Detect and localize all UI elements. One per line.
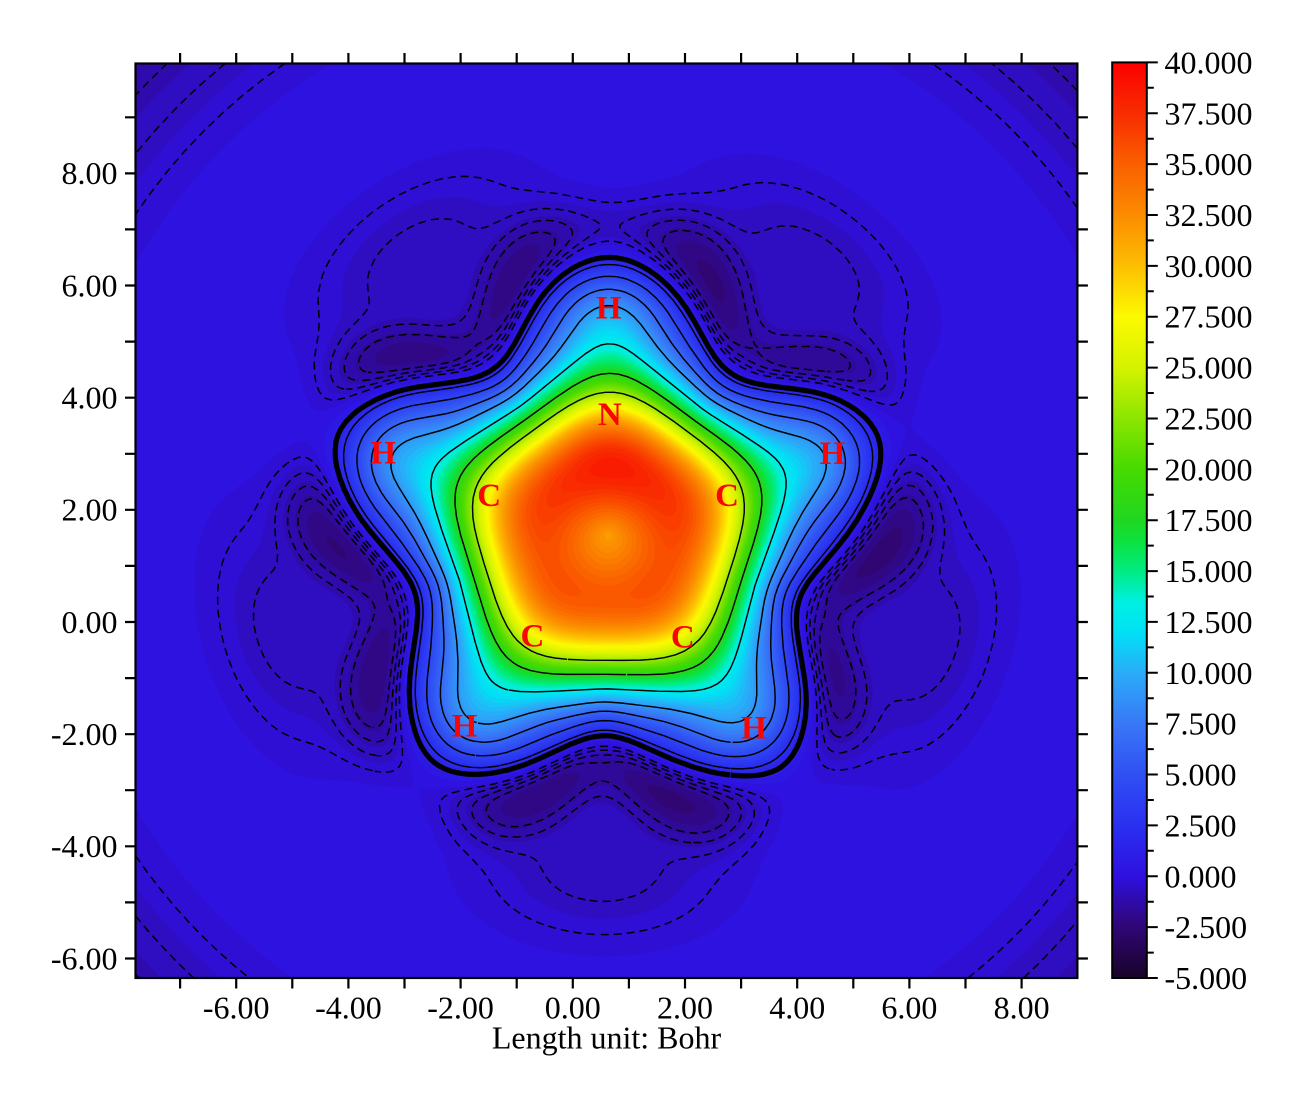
svg-text:27.500: 27.500: [1165, 299, 1253, 335]
svg-text:20.000: 20.000: [1165, 451, 1253, 487]
svg-text:6.00: 6.00: [881, 990, 937, 1026]
svg-text:8.00: 8.00: [62, 155, 118, 191]
svg-text:2.00: 2.00: [657, 990, 713, 1026]
svg-text:H: H: [820, 436, 846, 472]
svg-text:40.000: 40.000: [1165, 44, 1253, 80]
svg-text:N: N: [598, 397, 622, 433]
svg-text:-2.00: -2.00: [427, 990, 494, 1026]
svg-text:5.000: 5.000: [1165, 757, 1237, 793]
svg-text:-6.00: -6.00: [203, 990, 270, 1026]
svg-text:7.500: 7.500: [1165, 706, 1237, 742]
svg-text:6.00: 6.00: [62, 267, 118, 303]
svg-text:-4.00: -4.00: [51, 828, 118, 864]
svg-text:2.500: 2.500: [1165, 807, 1237, 843]
svg-text:-6.00: -6.00: [51, 940, 118, 976]
svg-text:C: C: [671, 619, 695, 655]
svg-text:4.00: 4.00: [769, 990, 825, 1026]
svg-text:C: C: [520, 619, 544, 655]
svg-text:37.500: 37.500: [1165, 95, 1253, 131]
svg-text:C: C: [477, 478, 501, 514]
svg-text:H: H: [370, 435, 396, 471]
svg-text:-2.500: -2.500: [1165, 909, 1248, 945]
svg-text:H: H: [741, 711, 767, 747]
svg-text:4.00: 4.00: [62, 380, 118, 416]
svg-text:-5.000: -5.000: [1165, 960, 1248, 996]
svg-text:30.000: 30.000: [1165, 248, 1253, 284]
svg-text:0.000: 0.000: [1165, 858, 1237, 894]
svg-text:0.00: 0.00: [545, 990, 601, 1026]
svg-text:C: C: [715, 478, 739, 514]
svg-text:15.000: 15.000: [1165, 553, 1253, 589]
svg-text:H: H: [452, 709, 478, 745]
svg-text:10.000: 10.000: [1165, 655, 1253, 691]
svg-text:Length unit: Bohr: Length unit: Bohr: [492, 1020, 722, 1056]
svg-text:25.000: 25.000: [1165, 350, 1253, 386]
svg-text:35.000: 35.000: [1165, 146, 1253, 182]
svg-text:17.500: 17.500: [1165, 502, 1253, 538]
svg-text:-4.00: -4.00: [315, 990, 382, 1026]
svg-text:22.500: 22.500: [1165, 401, 1253, 437]
svg-text:-2.00: -2.00: [51, 716, 118, 752]
svg-text:12.500: 12.500: [1165, 604, 1253, 640]
svg-text:2.00: 2.00: [62, 492, 118, 528]
svg-text:0.00: 0.00: [62, 604, 118, 640]
svg-text:8.00: 8.00: [994, 990, 1050, 1026]
svg-text:32.500: 32.500: [1165, 197, 1253, 233]
svg-text:H: H: [596, 291, 622, 327]
